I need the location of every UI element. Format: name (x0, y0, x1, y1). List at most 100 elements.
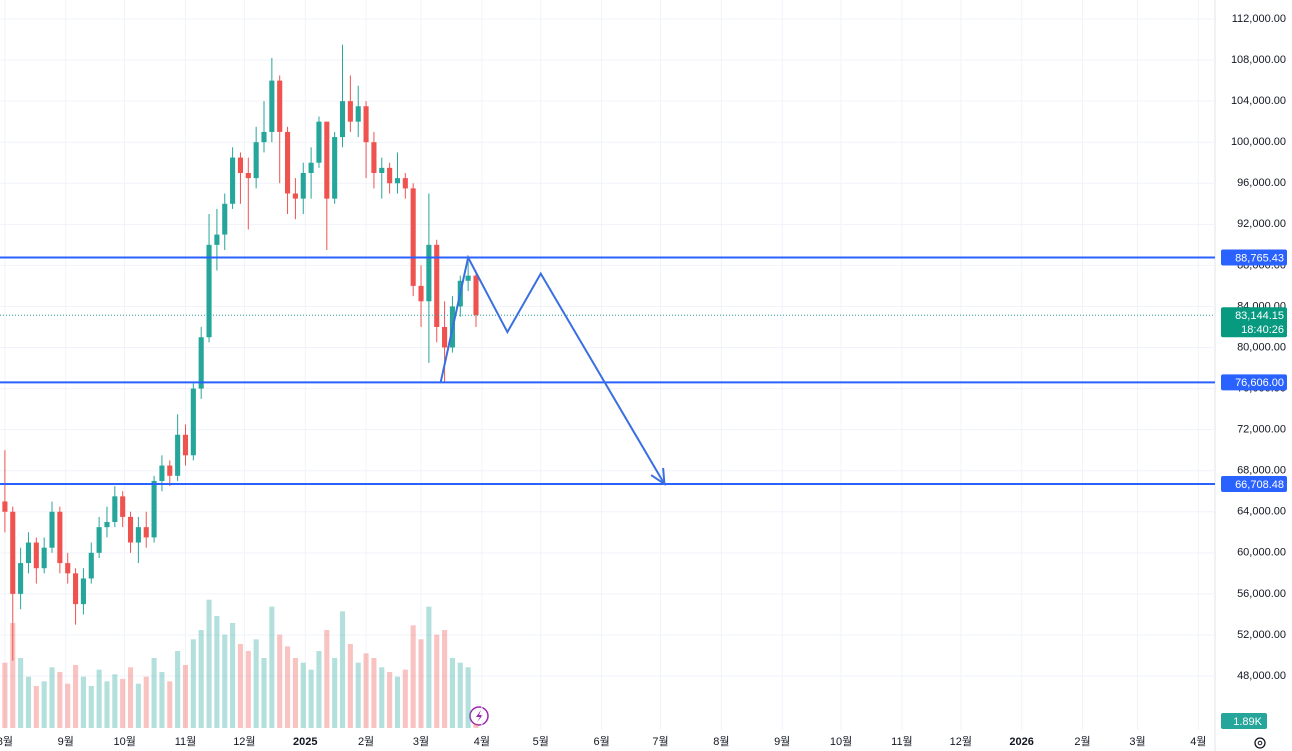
candle-body (2, 501, 8, 512)
candle-body (347, 101, 353, 122)
volume-bar (253, 639, 259, 728)
candle-body (222, 203, 228, 235)
zigzag-drawing (439, 254, 666, 485)
volume-bar (230, 623, 236, 728)
volume-bar (332, 658, 338, 728)
volume-bar (88, 686, 94, 728)
candle-body (206, 244, 212, 338)
x-tick-label: 8월 (0, 735, 13, 748)
volume-bar (308, 669, 314, 728)
x-tick-label: 2월 (1074, 735, 1090, 748)
volume (2, 599, 479, 728)
candle-body (434, 244, 440, 327)
candle-body (10, 511, 16, 594)
candle-body (379, 167, 385, 173)
candle-body (198, 337, 204, 389)
volume-bar (457, 662, 463, 728)
volume-bar (394, 676, 401, 728)
volume-bar (473, 723, 479, 728)
volume-bar (73, 665, 79, 728)
volume-label-box (1221, 713, 1267, 729)
volume-bar (104, 681, 110, 728)
volume-bar (18, 658, 24, 728)
candle-body (104, 522, 110, 528)
volume-bar (65, 683, 71, 728)
x-tick-label: 2월 (358, 735, 374, 748)
volume-bar (300, 662, 306, 728)
countdown-label: 18:40:26 (1241, 324, 1284, 336)
settings-icon[interactable] (1254, 737, 1266, 749)
y-tick-label: 104,000.00 (1231, 95, 1286, 107)
volume-bar (410, 625, 416, 728)
candle-body (253, 142, 259, 179)
x-tick-label: 12월 (950, 735, 972, 748)
volume-bar (277, 634, 283, 728)
candle-body (159, 465, 165, 481)
volume-bar (339, 611, 346, 728)
y-tick-label: 72,000.00 (1237, 424, 1286, 436)
volume-bar (80, 676, 86, 728)
volume-bar (214, 616, 220, 728)
candle-body (300, 172, 306, 199)
x-tick-label: 12월 (233, 735, 255, 748)
candle-body (88, 552, 94, 579)
volume-bar (285, 646, 291, 728)
volume-bar (127, 667, 134, 728)
level-label: 76,606.00 (1235, 377, 1284, 389)
volume-bar (120, 679, 126, 728)
volume-bar (426, 606, 432, 728)
candle-body (355, 106, 361, 122)
volume-bar (2, 662, 8, 728)
volume-bar (402, 669, 408, 728)
candle-body (261, 131, 267, 143)
x-tick-label: 11월 (175, 735, 197, 748)
volume-bar (387, 672, 393, 728)
x-tick-label: 3월 (413, 735, 429, 748)
x-tick-label: 2025 (293, 736, 317, 748)
candle-body (245, 172, 251, 179)
y-tick-label: 92,000.00 (1237, 218, 1286, 230)
x-tick-label: 8월 (713, 735, 729, 748)
volume-bar (237, 644, 243, 728)
volume-bar (206, 599, 212, 728)
candle-body (120, 496, 126, 517)
candle-body (25, 542, 32, 564)
candle-body (230, 157, 236, 204)
candle-body (167, 465, 173, 476)
candle-body (33, 542, 39, 569)
candle-body (465, 275, 471, 281)
candle-body (151, 480, 157, 538)
x-tick-label: 4월 (1190, 735, 1206, 748)
candle-body (292, 193, 298, 199)
candle-body (402, 178, 408, 189)
lightning-icon[interactable] (469, 706, 489, 726)
volume-bar (316, 651, 322, 728)
volume-bar (261, 658, 267, 728)
volume-bar (449, 658, 455, 728)
candle-body (237, 157, 243, 173)
y-tick-label: 112,000.00 (1232, 13, 1286, 25)
volume-bar (96, 669, 102, 728)
x-tick-label: 4월 (474, 735, 490, 748)
candle-body (426, 244, 432, 302)
last-price-label: 83,144.15 (1235, 310, 1284, 322)
candle-body (135, 527, 141, 543)
level-label-box (1221, 374, 1287, 391)
candle-body (418, 285, 424, 302)
y-tick-label: 108,000.00 (1231, 54, 1286, 66)
volume-bar (25, 676, 32, 728)
y-tick-label: 68,000.00 (1237, 465, 1286, 477)
level-label: 88,765.43 (1235, 252, 1284, 264)
x-tick-label: 9월 (774, 735, 790, 748)
volume-bar (143, 676, 149, 728)
volume-bar (41, 681, 47, 728)
candle-body (175, 434, 181, 476)
volume-bar (198, 630, 204, 728)
volume-bar (33, 686, 39, 728)
candle-body (363, 106, 369, 143)
candle-body (73, 573, 79, 605)
volume-bar (418, 639, 424, 728)
candle-body (277, 80, 283, 132)
x-tick-label: 5월 (533, 735, 549, 748)
